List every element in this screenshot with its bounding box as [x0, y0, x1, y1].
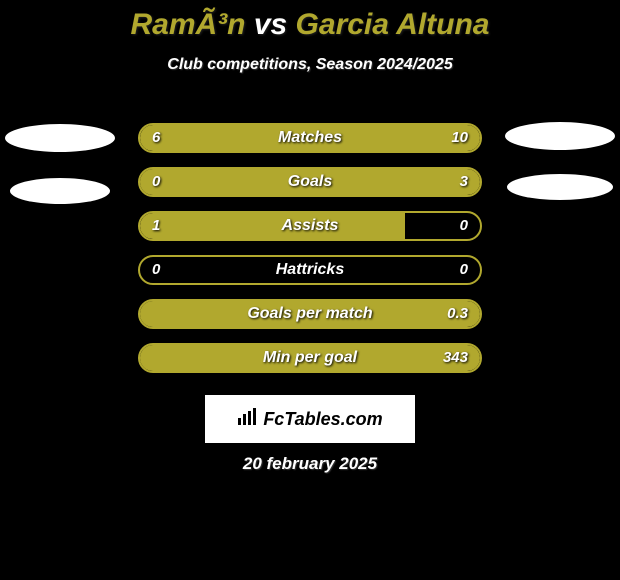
- stat-label: Matches: [140, 125, 480, 151]
- stat-label: Goals: [140, 169, 480, 195]
- comparison-infographic: RamÃ³n vs Garcia Altuna Club competition…: [0, 0, 620, 580]
- stat-label: Assists: [140, 213, 480, 239]
- left-player-art: [0, 120, 120, 204]
- stat-row: 10Assists: [138, 211, 482, 241]
- stat-bars: 610Matches 03Goals 10Assists 00Hattricks 0.3…: [138, 123, 482, 387]
- vs-separator: vs: [246, 8, 296, 41]
- stat-row: 00Hattricks: [138, 255, 482, 285]
- page-title: RamÃ³n vs Garcia Altuna: [0, 0, 620, 42]
- site-logo: FcTables.com: [205, 395, 415, 443]
- date-text: 20 february 2025: [0, 454, 620, 474]
- ellipse-shape: [507, 174, 613, 200]
- ellipse-shape: [5, 124, 115, 152]
- stat-label: Min per goal: [140, 345, 480, 371]
- stat-label: Hattricks: [140, 257, 480, 283]
- stat-row: 343Min per goal: [138, 343, 482, 373]
- ellipse-shape: [505, 122, 615, 150]
- stat-row: 03Goals: [138, 167, 482, 197]
- stat-row: 610Matches: [138, 123, 482, 153]
- ellipse-shape: [10, 178, 110, 204]
- player-left-name: RamÃ³n: [130, 8, 245, 41]
- subtitle: Club competitions, Season 2024/2025: [0, 56, 620, 74]
- chart-icon: [237, 408, 259, 431]
- stat-label: Goals per match: [140, 301, 480, 327]
- right-player-art: [500, 120, 620, 200]
- logo-text: FcTables.com: [263, 409, 382, 430]
- stat-row: 0.3Goals per match: [138, 299, 482, 329]
- player-right-name: Garcia Altuna: [296, 8, 490, 41]
